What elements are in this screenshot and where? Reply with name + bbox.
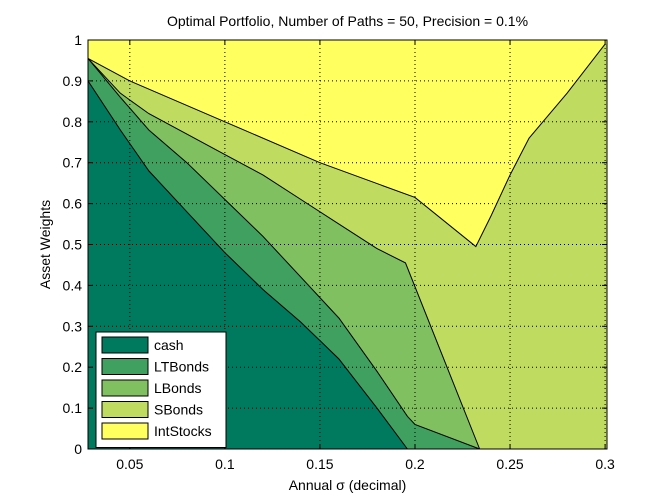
- y-tick-label: 0.4: [63, 277, 83, 293]
- boundary-cash: [87, 80, 408, 450]
- x-tick-label: 0.2: [405, 456, 425, 472]
- legend-label-sbonds: SBonds: [154, 402, 203, 418]
- y-tick-label: 1: [74, 32, 82, 48]
- legend-label-lbonds: LBonds: [154, 380, 201, 396]
- legend-swatch-sbonds: [101, 401, 149, 418]
- y-tick-label: 0.1: [63, 400, 83, 416]
- chart-title: Optimal Portfolio, Number of Paths = 50,…: [167, 13, 528, 29]
- legend-swatch-intstocks: [101, 422, 149, 440]
- x-tick-label: 0.25: [496, 456, 523, 472]
- y-tick-label: 0.3: [63, 318, 83, 334]
- y-axis-label: Asset Weights: [37, 200, 53, 289]
- y-tick-label: 0.5: [63, 237, 83, 253]
- x-tick-label: 0.15: [306, 456, 333, 472]
- legend-swatch-lbonds: [101, 379, 149, 397]
- legend-swatch-ltbonds: [101, 358, 149, 375]
- y-tick-label: 0.9: [63, 73, 83, 89]
- legend-label-ltbonds: LTBonds: [154, 359, 209, 375]
- boundary-sbonds: [87, 43, 606, 248]
- y-tick-label: 0.7: [63, 155, 83, 171]
- y-tick-label: 0.6: [63, 196, 83, 212]
- x-axis-label: Annual σ (decimal): [289, 477, 407, 493]
- legend-label-cash: cash: [154, 337, 184, 353]
- x-tick-label: 0.3: [595, 456, 615, 472]
- x-tick-label: 0.05: [116, 456, 143, 472]
- legend-label-intstocks: IntStocks: [154, 423, 212, 439]
- boundary-lbonds: [87, 58, 481, 450]
- boundary-ltbonds: [87, 58, 480, 450]
- y-tick-label: 0.2: [63, 359, 83, 375]
- legend: cash LTBonds LBonds SBonds IntStocks: [95, 331, 227, 448]
- y-tick-label: 0.8: [63, 114, 83, 130]
- y-tick-label: 0: [74, 441, 82, 457]
- legend-swatch-cash: [101, 336, 149, 354]
- series-boundary-lines: [87, 43, 606, 450]
- x-tick-label: 0.1: [215, 456, 235, 472]
